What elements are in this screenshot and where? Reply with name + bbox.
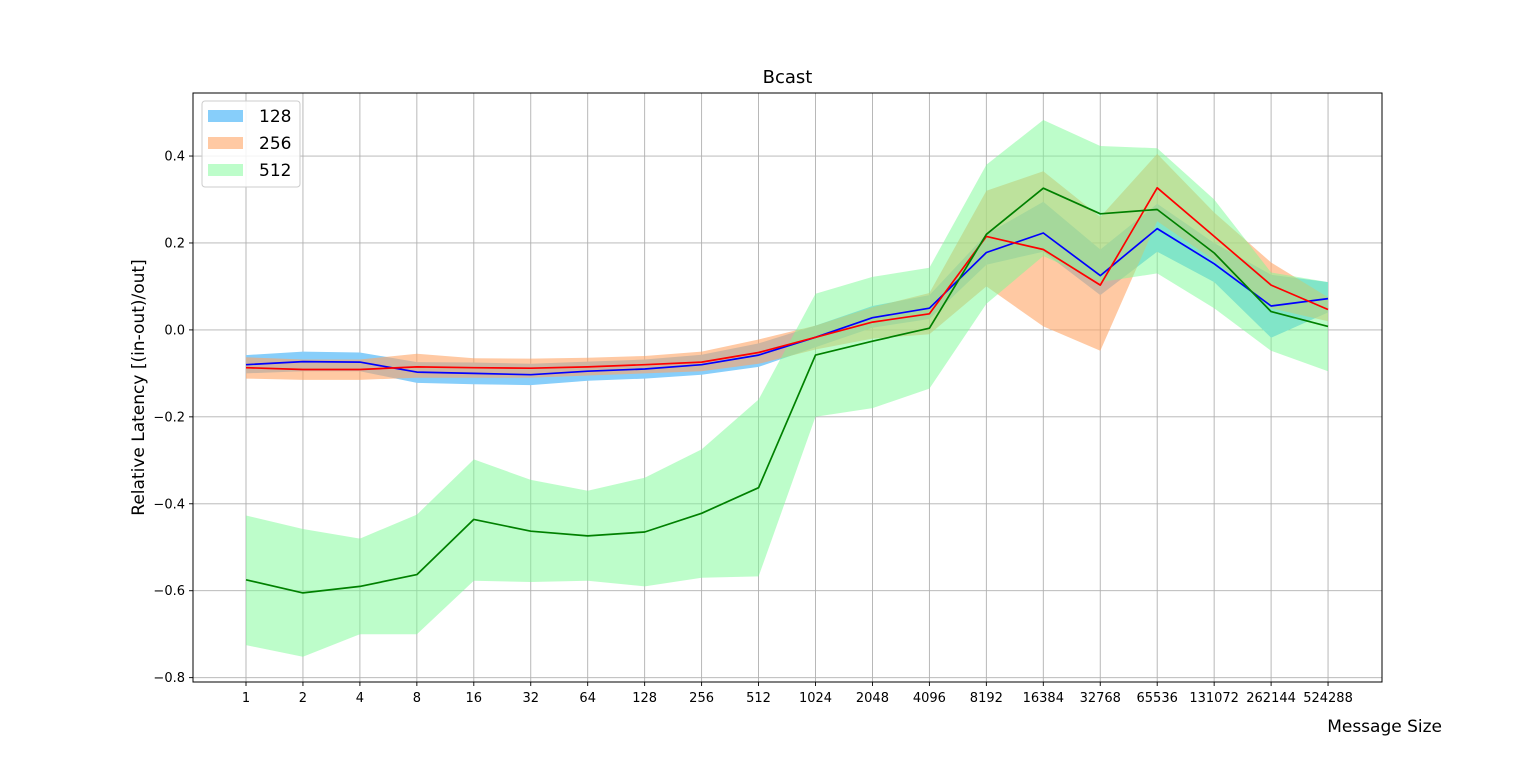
y-tick-label: −0.6 — [153, 584, 185, 599]
x-axis-label: Message Size — [1327, 717, 1442, 737]
plot-frame — [192, 92, 1383, 683]
x-tick-label: 8192 — [970, 691, 1003, 706]
legend-label-128: 128 — [259, 107, 291, 127]
x-tick-label: 128 — [632, 691, 657, 706]
x-tick-label: 16384 — [1023, 691, 1064, 706]
x-tick-label: 4096 — [913, 691, 946, 706]
x-tick-label: 262144 — [1246, 691, 1296, 706]
x-tick-label: 64 — [579, 691, 596, 706]
y-tick-label: −0.8 — [153, 671, 185, 686]
x-tick-label: 256 — [689, 691, 714, 706]
series-line-512 — [245, 187, 1329, 594]
legend-swatch-256 — [208, 137, 243, 149]
legend-swatch-512 — [208, 164, 243, 176]
x-tick-label: 1 — [242, 691, 250, 706]
series-line-128 — [245, 227, 1329, 376]
y-axis-ticks: −0.8 −0.6 −0.4 −0.2 0.0 0.2 0.4 — [153, 150, 193, 686]
y-tick-label: 0.0 — [164, 323, 185, 338]
legend: 128 256 512 — [201, 100, 301, 188]
x-tick-label: 4 — [356, 691, 364, 706]
x-tick-label: 512 — [746, 691, 771, 706]
x-axis-ticks: 1 2 4 8 16 32 64 128 256 512 1024 2048 4096 8192 16384… — [242, 682, 1353, 706]
y-tick-label: −0.2 — [153, 410, 185, 425]
x-tick-label: 32 — [522, 691, 539, 706]
y-axis-label: Relative Latency [(in-out)/out] — [129, 259, 149, 515]
chart-title: Bcast — [763, 67, 813, 88]
x-tick-label: 8 — [413, 691, 421, 706]
confidence-bands — [246, 120, 1328, 657]
y-tick-label: −0.4 — [153, 497, 185, 512]
x-tick-label: 524288 — [1303, 691, 1353, 706]
y-tick-label: 0.2 — [164, 236, 185, 251]
legend-label-512: 512 — [259, 161, 291, 181]
band-512 — [246, 120, 1328, 657]
x-tick-label: 2 — [299, 691, 307, 706]
x-tick-label: 131072 — [1189, 691, 1239, 706]
series-lines — [245, 186, 1329, 594]
x-tick-label: 65536 — [1137, 691, 1178, 706]
y-tick-label: 0.4 — [164, 150, 185, 165]
legend-label-256: 256 — [259, 134, 291, 154]
x-tick-label: 16 — [466, 691, 483, 706]
x-tick-label: 1024 — [799, 691, 832, 706]
x-tick-label: 32768 — [1080, 691, 1121, 706]
x-tick-label: 2048 — [856, 691, 889, 706]
series-line-256 — [245, 186, 1329, 371]
legend-swatch-128 — [208, 110, 243, 122]
